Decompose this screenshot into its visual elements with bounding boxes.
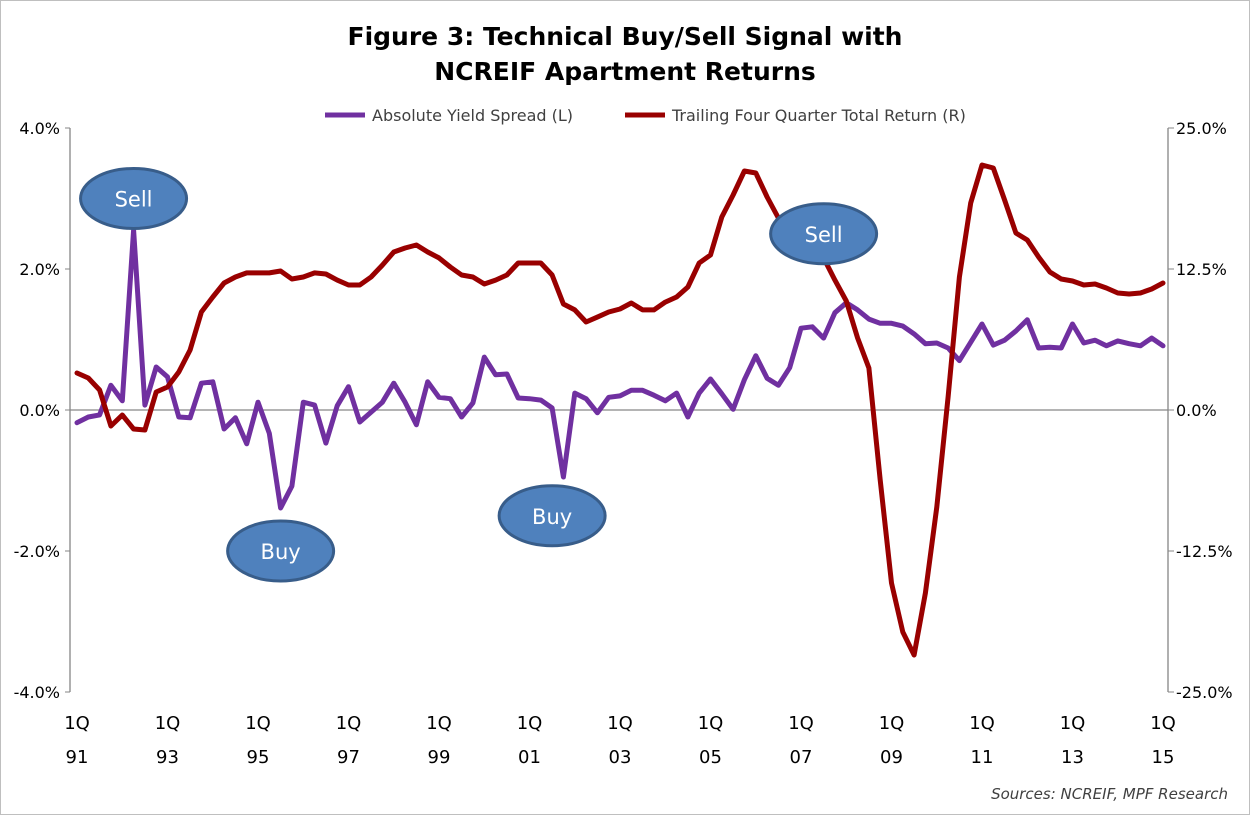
annotation-ellipse (497, 484, 607, 548)
annotation-sell-bubble: Sell (769, 202, 879, 266)
series-line-yield-spread (74, 227, 1166, 511)
x-tick-label-year: 07 (790, 747, 813, 768)
chart-title-line-1: Figure 3: Technical Buy/Sell Signal with (348, 22, 903, 51)
annotation-label: Sell (805, 223, 843, 247)
left-tick-label: -4.0% (14, 683, 60, 702)
x-tick-label-year: 91 (66, 747, 89, 768)
x-tick-label-quarter: 1Q (517, 713, 543, 734)
chart-title-line-2: NCREIF Apartment Returns (434, 57, 816, 86)
annotation-buy-bubble: Buy (226, 519, 336, 583)
right-tick-label: 0.0% (1176, 401, 1217, 420)
right-tick-label: -25.0% (1176, 683, 1233, 702)
source-note: Sources: NCREIF, MPF Research (991, 785, 1228, 803)
annotations-layer: Sell Buy Buy Sell (79, 167, 879, 583)
x-tick-label-year: 03 (609, 747, 632, 768)
x-tick-label-year: 93 (156, 747, 179, 768)
left-tick-label: 2.0% (19, 260, 60, 279)
x-tick-label-quarter: 1Q (155, 713, 181, 734)
x-tick-label-quarter: 1Q (788, 713, 814, 734)
x-tick-label-year: 13 (1061, 747, 1084, 768)
x-tick-label-quarter: 1Q (1150, 713, 1176, 734)
x-tick-label-year: 99 (428, 747, 451, 768)
legend-label-yield-spread: Absolute Yield Spread (L) (372, 106, 573, 125)
right-tick-label: 12.5% (1176, 260, 1227, 279)
legend: Absolute Yield Spread (L) Trailing Four … (325, 106, 966, 125)
x-tick-label-quarter: 1Q (879, 713, 905, 734)
left-tick-label: 4.0% (19, 119, 60, 138)
x-tick-label-quarter: 1Q (245, 713, 271, 734)
x-tick-label-quarter: 1Q (607, 713, 633, 734)
x-tick-label-year: 97 (337, 747, 360, 768)
annotation-ellipse (769, 202, 879, 266)
x-tick-label-quarter: 1Q (336, 713, 362, 734)
left-tick-label: 0.0% (19, 401, 60, 420)
annotation-ellipse (226, 519, 336, 583)
annotation-label: Sell (115, 188, 153, 212)
x-tick-label-quarter: 1Q (969, 713, 995, 734)
axes: 4.0% 2.0% 0.0% -2.0% -4.0% 25.0% 12.5% 0.0% -12.… (14, 119, 1233, 768)
annotation-sell-bubble: Sell (79, 167, 189, 230)
x-tick-label-year: 11 (971, 747, 994, 768)
x-tick-label-quarter: 1Q (64, 713, 90, 734)
x-tick-label-quarter: 1Q (698, 713, 724, 734)
annotation-buy-bubble: Buy (497, 484, 607, 548)
x-tick-label-year: 95 (247, 747, 270, 768)
x-tick-label-quarter: 1Q (1060, 713, 1086, 734)
legend-label-total-return: Trailing Four Quarter Total Return (R) (671, 106, 966, 125)
series-line-total-return (74, 162, 1166, 658)
right-tick-label: 25.0% (1176, 119, 1227, 138)
left-tick-label: -2.0% (14, 542, 60, 561)
x-tick-label-quarter: 1Q (426, 713, 452, 734)
x-tick-label-year: 05 (699, 747, 722, 768)
annotation-label: Buy (261, 540, 301, 564)
x-tick-label-year: 01 (518, 747, 541, 768)
annotation-label: Buy (532, 505, 572, 529)
right-tick-label: -12.5% (1176, 542, 1233, 561)
x-tick-label-year: 15 (1152, 747, 1175, 768)
series-layer (74, 162, 1166, 658)
x-tick-label-year: 09 (880, 747, 903, 768)
annotation-ellipse (79, 167, 189, 230)
